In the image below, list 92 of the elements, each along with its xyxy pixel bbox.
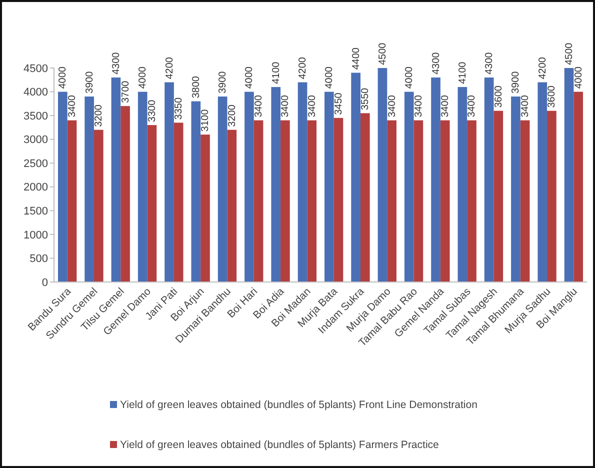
data-label: 4300: [430, 52, 442, 75]
data-label: 3900: [510, 70, 522, 94]
data-label: 3200: [94, 104, 105, 127]
bar: [351, 72, 360, 282]
bar: [254, 120, 264, 282]
legend-label: Yield of green leaves obtained (bundles of 5plants) Farmers Practice: [120, 439, 440, 451]
bar: [538, 82, 548, 282]
data-label: 4000: [138, 66, 149, 89]
y-tick-label: 2500: [24, 158, 48, 170]
y-tick-label: 4000: [24, 86, 48, 99]
data-label: 4200: [164, 56, 176, 80]
data-label: 3900: [84, 70, 96, 94]
bar: [511, 96, 520, 282]
data-label: 3900: [218, 70, 229, 94]
bar: [84, 96, 94, 282]
y-tick-label: 0: [42, 276, 48, 289]
data-label: 3800: [190, 76, 202, 98]
bar: [164, 82, 174, 282]
bar: [244, 92, 254, 282]
bar: [191, 101, 201, 282]
legend-label: Yield of green leaves obtained (bundles of 5plants) Front Line Demonstration: [120, 399, 478, 411]
data-label: 3400: [520, 94, 532, 118]
bar: [574, 92, 583, 282]
bar: [484, 78, 494, 282]
bar: [307, 120, 317, 282]
data-label: 4000: [573, 66, 584, 89]
bar: [467, 120, 476, 282]
bar: [324, 92, 334, 282]
data-label: 4200: [298, 56, 309, 80]
bar: [387, 120, 396, 282]
bar: [431, 78, 440, 282]
data-label: 4500: [564, 42, 576, 65]
bar: [547, 110, 556, 282]
bar: [271, 87, 281, 282]
data-label: 3400: [440, 94, 452, 118]
bar: [404, 92, 414, 282]
data-label: 4100: [270, 61, 282, 84]
data-label: 3400: [254, 94, 265, 118]
bar: [520, 120, 530, 282]
bar: [200, 134, 210, 282]
bar: [298, 82, 308, 282]
data-label: 4000: [58, 66, 69, 89]
bar: [440, 120, 450, 282]
data-label: 4200: [537, 56, 548, 80]
data-label: 3100: [200, 108, 212, 132]
bar: [218, 96, 228, 282]
data-label: 3400: [386, 94, 398, 118]
y-tick-label: 1500: [24, 206, 48, 218]
y-tick-label: 2000: [24, 182, 48, 194]
bar: [280, 120, 290, 282]
data-label: 4000: [404, 66, 416, 89]
bar: [147, 125, 157, 282]
y-tick-label: 500: [30, 253, 48, 266]
data-label: 3350: [174, 97, 185, 120]
data-label: 3600: [546, 85, 558, 108]
bar: [174, 122, 184, 282]
data-label: 3400: [466, 94, 478, 118]
bar: [227, 130, 237, 282]
data-label: 3700: [120, 80, 132, 104]
data-label: 4300: [110, 52, 122, 75]
data-label: 4000: [244, 66, 256, 89]
bar: [138, 92, 148, 282]
data-label: 3300: [146, 99, 158, 122]
data-label: 3400: [66, 94, 78, 118]
data-label: 3200: [226, 104, 238, 127]
bar: [564, 68, 574, 282]
data-label: 4400: [350, 47, 362, 70]
bar: [458, 87, 468, 282]
data-label: 4100: [457, 61, 468, 84]
data-label: 3450: [333, 92, 344, 115]
bar: [94, 130, 104, 282]
bar: [120, 106, 130, 282]
bar: [58, 92, 68, 282]
data-label: 4300: [484, 52, 496, 75]
y-tick-label: 1000: [24, 229, 48, 242]
y-tick-label: 3500: [24, 110, 48, 122]
data-label: 4500: [377, 42, 388, 65]
data-label: 4000: [324, 66, 336, 89]
data-label: 3600: [493, 85, 504, 108]
data-label: 3400: [306, 94, 318, 118]
bar: [360, 113, 370, 282]
y-tick-label: 4500: [24, 62, 48, 75]
bar: [414, 120, 424, 282]
data-label: 3400: [280, 94, 292, 118]
data-label: 3550: [360, 87, 372, 110]
bar: [334, 118, 344, 282]
bar: [67, 120, 77, 282]
bar: [378, 68, 388, 282]
y-tick-label: 3000: [24, 134, 48, 146]
bar: [494, 110, 504, 282]
bar: [111, 78, 121, 282]
data-label: 3400: [413, 94, 424, 118]
